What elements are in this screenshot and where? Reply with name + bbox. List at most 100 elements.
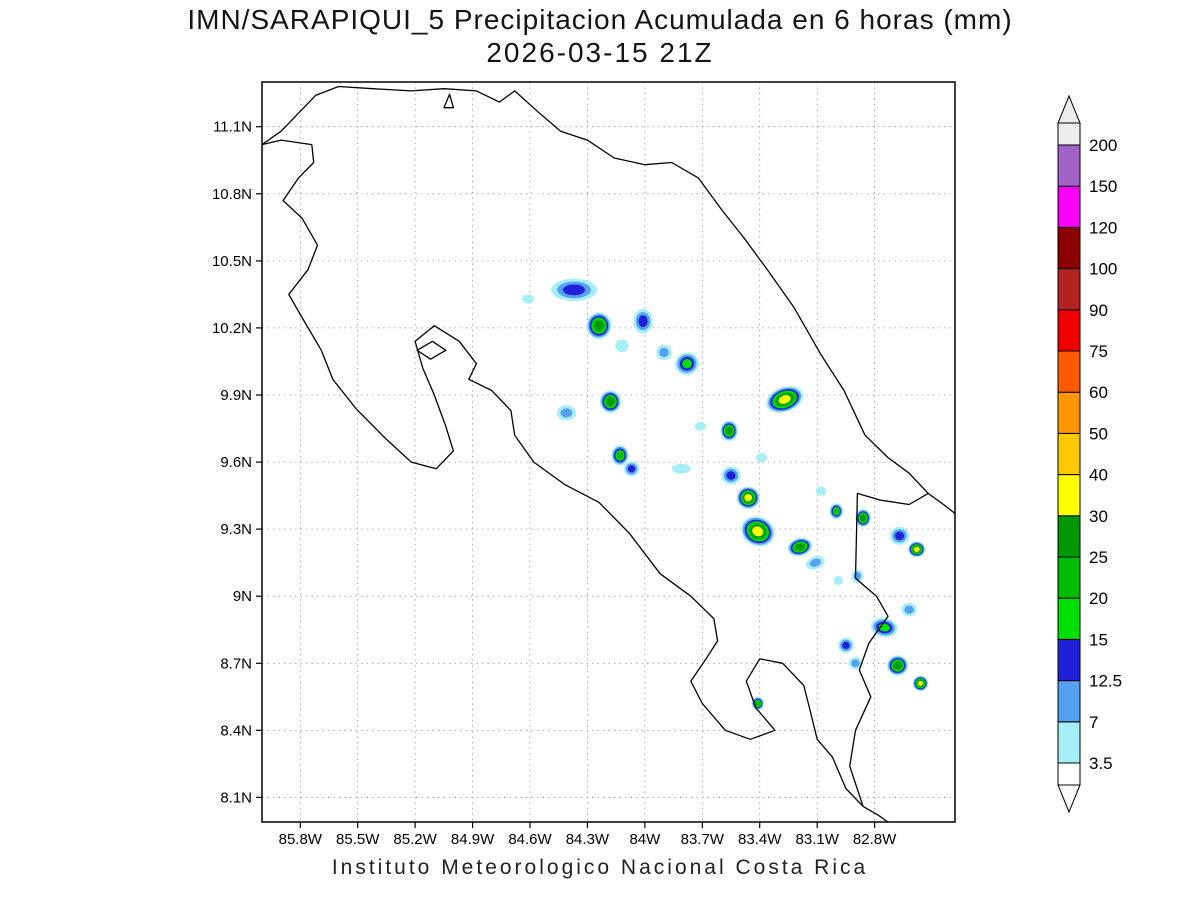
colorbar-band [1057, 432, 1081, 476]
colorbar-band [1057, 638, 1081, 682]
colorbar-band [1057, 268, 1081, 311]
precip-cell-ring [560, 408, 573, 418]
precip-cell-ring [809, 558, 821, 567]
x-axis-tick-label: 84.9W [451, 831, 495, 848]
colorbar-band [1057, 309, 1081, 352]
precip-cell-ring [638, 315, 648, 328]
precip-cell-ring [778, 395, 791, 404]
colorbar-under-band [1057, 762, 1081, 786]
precip-cell-ring [755, 701, 761, 706]
x-axis-tick-label: 83.4W [738, 831, 782, 848]
precip-cell-ring [860, 514, 866, 522]
precip-cell-ring [913, 546, 920, 552]
x-axis-tick-label: 84W [629, 831, 661, 848]
precip-cell-ring [795, 543, 805, 551]
colorbar-label: 120 [1089, 218, 1117, 237]
colorbar-label: 60 [1089, 383, 1108, 402]
precip-cell-ring [606, 397, 615, 406]
precip-cell-ring [522, 294, 534, 304]
precip-cell-ring [627, 465, 636, 473]
x-axis-tick-label: 82.8W [853, 831, 897, 848]
colorbar-label: 3.5 [1089, 754, 1113, 773]
x-axis-tick-label: 85.5W [336, 831, 380, 848]
chart-footer: Instituto Meteorologico Nacional Costa R… [331, 856, 869, 879]
precip-cell-ring [563, 284, 585, 296]
x-axis-tick-label: 85.8W [279, 831, 323, 848]
x-axis-tick-label: 83.1W [796, 831, 840, 848]
precip-cell-ring [594, 321, 604, 331]
colorbar-band [1057, 350, 1081, 393]
y-axis-tick-label: 10.5N [212, 253, 252, 270]
precip-cell-ring [833, 508, 839, 515]
colorbar-label: 20 [1089, 589, 1108, 608]
coastline [261, 85, 956, 823]
colorbar-label: 15 [1089, 630, 1108, 649]
colorbar-band [1057, 680, 1081, 723]
precip-cell-ring [616, 451, 624, 460]
precip-cell-ring [671, 463, 691, 474]
precip-cell-ring [815, 486, 827, 496]
precip-cell-ring [752, 526, 764, 537]
precip-cell-ring [851, 659, 860, 668]
precip-cell-ring [756, 453, 767, 463]
precip-cell-ring [726, 471, 736, 480]
y-axis-tick-label: 8.4N [220, 722, 252, 739]
precip-cell-ring [904, 605, 914, 614]
x-axis-tick-label: 83.7W [681, 831, 725, 848]
y-axis-tick-label: 10.2N [212, 320, 252, 337]
precip-cell-ring [682, 359, 692, 369]
colorbar-band [1057, 226, 1081, 270]
colorbar-over-arrow [1057, 94, 1081, 124]
colorbar-band [1057, 721, 1081, 764]
precip-cell-ring [893, 661, 902, 670]
precip-cell-ring [842, 641, 850, 650]
precip-cell-ring [744, 494, 752, 502]
axes: 85.8W 85.5W 85.2W 84.9W 84.6W 84.3W 84W 83.7W 83… [212, 81, 956, 848]
colorbar-under-arrow [1057, 784, 1081, 814]
precip-cell-ring [894, 531, 905, 541]
colorbar-label: 150 [1089, 177, 1117, 196]
precip-cells [522, 278, 929, 711]
precip-cell-ring [918, 680, 923, 686]
x-axis-tick-label: 84.3W [566, 831, 610, 848]
colorbar-band [1057, 391, 1081, 434]
grid-lines [262, 82, 955, 822]
colorbar-label: 90 [1089, 301, 1108, 320]
colorbar: 3.5 7 12.5 15 20 25 30 40 50 60 75 90 100 120 150 200 [1057, 94, 1122, 814]
y-axis-tick-label: 9N [233, 588, 252, 605]
colorbar-label: 50 [1089, 424, 1108, 443]
colorbar-band [1057, 515, 1081, 558]
colorbar-label: 25 [1089, 548, 1108, 567]
y-axis-tick-label: 9.3N [220, 521, 252, 538]
y-axis-tick-label: 10.8N [212, 186, 252, 203]
border-segment [862, 805, 889, 823]
colorbar-label: 30 [1089, 507, 1108, 526]
colorbar-label: 75 [1089, 342, 1108, 361]
colorbar-label: 200 [1089, 136, 1117, 155]
colorbar-over-band [1057, 122, 1081, 146]
x-axis-tick-label: 85.2W [393, 831, 437, 848]
colorbar-label: 7 [1089, 713, 1098, 732]
colorbar-label: 40 [1089, 466, 1108, 485]
colorbar-band [1057, 474, 1081, 517]
precip-cell-ring [833, 576, 843, 585]
colorbar-band [1057, 185, 1081, 228]
chart-title: IMN/SARAPIQUI_5 Precipitacion Acumulada … [187, 4, 1013, 35]
y-axis-tick-label: 8.7N [220, 655, 252, 672]
coastline-main [261, 85, 929, 808]
plot-frame [261, 81, 956, 823]
colorbar-label: 100 [1089, 260, 1117, 279]
chart-subtitle: 2026-03-15 21Z [486, 37, 714, 68]
precip-cell-ring [659, 347, 669, 358]
y-axis-tick-label: 9.9N [220, 387, 252, 404]
precip-cell-ring [615, 339, 629, 353]
island-outline [416, 340, 447, 360]
colorbar-band [1057, 556, 1081, 599]
colorbar-label: 12.5 [1089, 672, 1122, 691]
border-segment [927, 492, 956, 515]
island-outline [443, 93, 455, 109]
precip-cell-ring [695, 421, 706, 431]
precip-cell-ring [726, 427, 733, 435]
